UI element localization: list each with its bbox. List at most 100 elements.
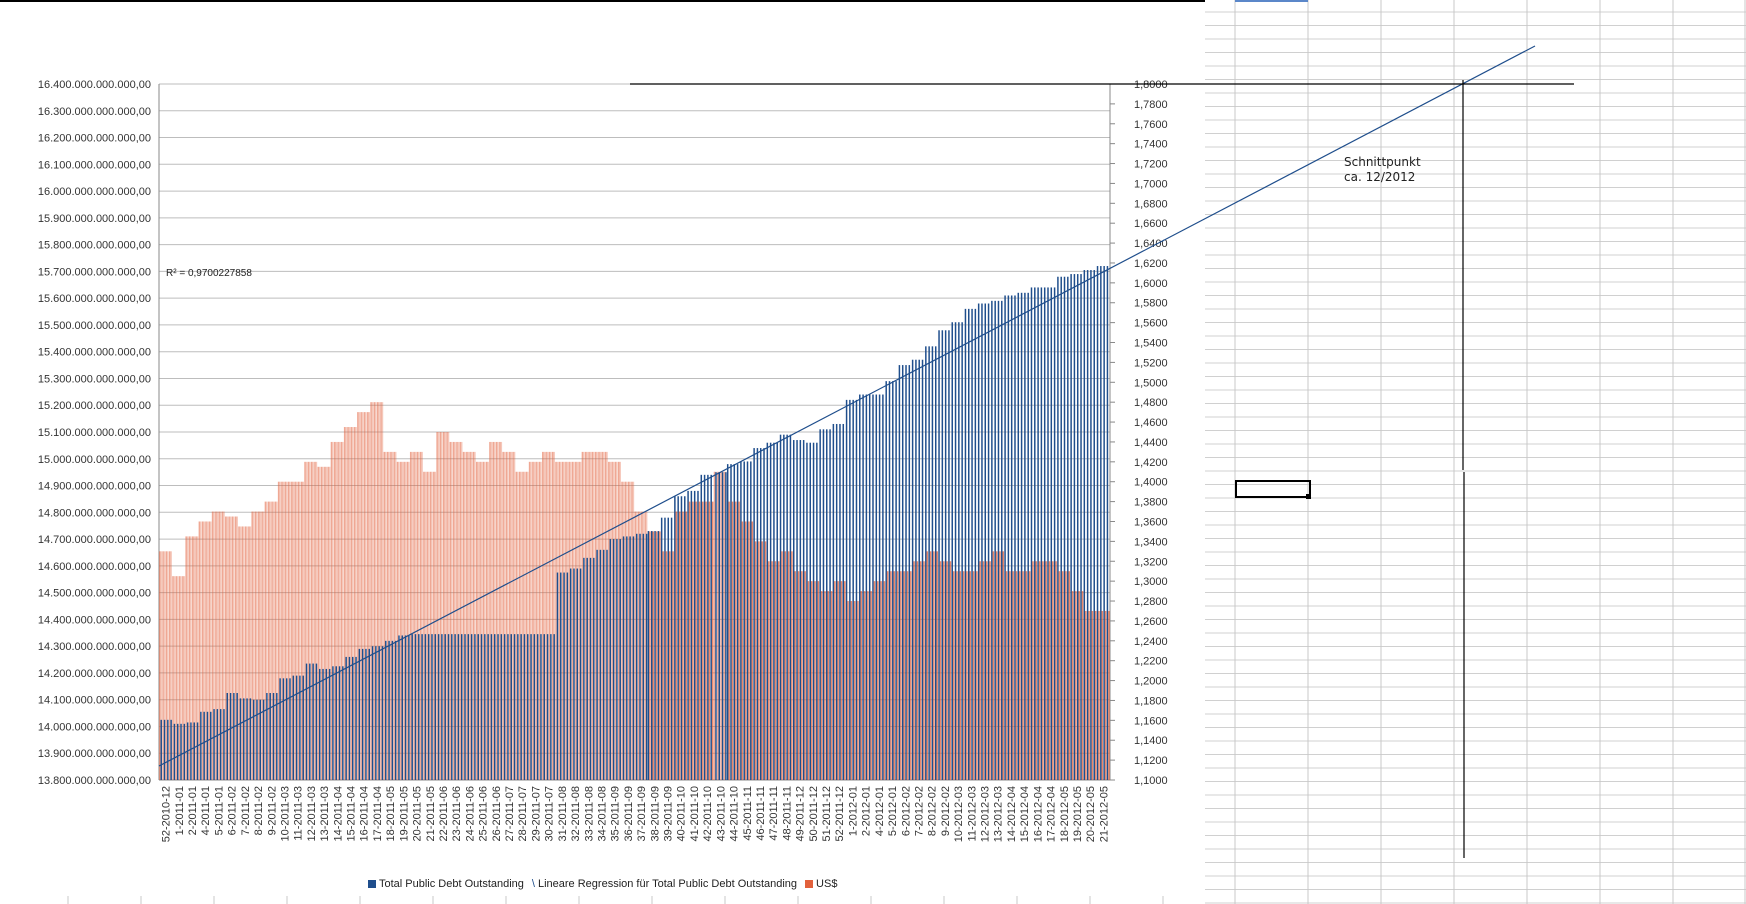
usd-bar xyxy=(456,441,458,780)
right-axis-tick-label: 1,6400 xyxy=(1134,238,1168,250)
x-axis-tick-label: 48-2011-11 xyxy=(781,786,793,841)
usd-bar xyxy=(370,402,372,780)
debt-bar xyxy=(938,330,940,780)
usd-bar xyxy=(201,521,204,780)
debt-bar xyxy=(670,517,673,780)
annotation-line-1: Schnittpunkt xyxy=(1344,155,1421,169)
debt-bar xyxy=(925,346,927,780)
debt-bar xyxy=(715,472,717,780)
usd-bar xyxy=(192,536,194,780)
left-axis-tick-label: 14.400.000.000.000,00 xyxy=(38,614,151,626)
usd-bar xyxy=(810,581,813,780)
debt-bar xyxy=(292,675,295,780)
usd-bar xyxy=(791,551,793,780)
debt-bar xyxy=(700,474,703,780)
usd-bar xyxy=(617,461,620,780)
left-axis-tick-label: 14.000.000.000.000,00 xyxy=(38,721,151,733)
usd-bar xyxy=(748,521,750,780)
debt-bar xyxy=(736,464,739,780)
debt-bar xyxy=(763,448,765,780)
debt-bar xyxy=(984,303,987,780)
usd-bar-upper xyxy=(176,576,179,724)
x-axis-tick-label: 22-2011-06 xyxy=(438,786,450,841)
x-axis-tick-label: 47-2011-11 xyxy=(768,786,780,841)
debt-bar xyxy=(898,365,901,780)
usd-bar xyxy=(624,481,627,780)
debt-bar xyxy=(721,472,724,780)
usd-bar-upper xyxy=(276,501,278,693)
usd-bar xyxy=(751,521,754,780)
usd-bar xyxy=(741,521,744,780)
debt-bar xyxy=(1037,287,1039,780)
selected-cell[interactable] xyxy=(1235,480,1311,498)
usd-bar xyxy=(591,451,594,780)
debt-bar xyxy=(474,634,476,780)
usd-bar xyxy=(393,451,395,780)
left-axis-tick-label: 13.900.000.000.000,00 xyxy=(38,748,151,760)
debt-bar xyxy=(859,394,861,780)
usd-bar xyxy=(588,451,590,780)
usd-bar-upper xyxy=(500,441,503,635)
usd-bar-upper xyxy=(236,516,238,693)
fill-handle[interactable] xyxy=(1306,494,1311,499)
regression-legend-swatch: \ xyxy=(531,878,535,891)
usd-bar-upper xyxy=(355,427,357,657)
left-axis-tick-label: 15.900.000.000.000,00 xyxy=(38,213,151,225)
usd-bar-upper xyxy=(173,576,176,724)
usd-bar-upper xyxy=(289,481,291,679)
usd-bar xyxy=(452,441,455,780)
debt-bar xyxy=(391,640,394,780)
left-axis-tick-label: 16.300.000.000.000,00 xyxy=(38,106,151,118)
intersection-annotation: Schnittpunkt ca. 12/2012 xyxy=(1344,155,1421,185)
x-axis-tick-label: 5-2011-01 xyxy=(213,786,225,835)
debt-bar xyxy=(740,461,742,780)
usd-bar-upper xyxy=(609,461,612,540)
debt-legend-label: Total Public Debt Outstanding xyxy=(379,878,524,891)
x-axis-tick-label: 29-2011-07 xyxy=(530,786,542,841)
usd-bar-upper xyxy=(632,481,635,537)
usd-bar xyxy=(515,471,518,780)
right-axis-tick-label: 1,6600 xyxy=(1134,218,1168,230)
right-axis-tick-label: 1,6200 xyxy=(1134,258,1168,270)
left-axis-tick-label: 14.300.000.000.000,00 xyxy=(38,641,151,653)
usd-bar xyxy=(400,461,402,780)
usd-bar-upper xyxy=(203,521,205,712)
debt-bar xyxy=(806,442,808,780)
debt-bar xyxy=(626,536,628,780)
spreadsheet-grid[interactable] xyxy=(1205,0,1746,904)
debt-bar xyxy=(664,517,666,780)
debt-bar xyxy=(368,648,371,780)
usd-bar xyxy=(847,601,849,780)
debt-bar xyxy=(1083,270,1086,780)
usd-bar xyxy=(571,461,574,780)
usd-bar-upper xyxy=(629,481,631,537)
usd-bar xyxy=(274,501,277,780)
x-axis-tick-label: 16-2012-04 xyxy=(1032,786,1044,842)
right-axis-tick-label: 1,4600 xyxy=(1134,417,1168,429)
debt-bar xyxy=(1057,276,1059,780)
right-axis-tick-label: 1,5200 xyxy=(1134,357,1168,369)
usd-bar xyxy=(939,561,942,780)
usd-bar-upper xyxy=(318,466,321,669)
usd-bar xyxy=(198,521,201,780)
debt-bar xyxy=(612,539,615,780)
usd-bar xyxy=(1094,610,1097,780)
usd-bar xyxy=(489,441,491,780)
debt-bar xyxy=(855,399,858,780)
debt-bar xyxy=(560,572,562,780)
left-axis-tick-label: 14.100.000.000.000,00 xyxy=(38,695,151,707)
x-axis-tick-label: 14-2012-04 xyxy=(1006,786,1018,842)
usd-bar xyxy=(442,432,445,780)
usd-bar xyxy=(578,461,580,780)
right-axis-tick-label: 1,2000 xyxy=(1134,676,1168,688)
left-axis-tick-label: 15.500.000.000.000,00 xyxy=(38,320,151,332)
usd-bar xyxy=(880,581,882,780)
usd-bar xyxy=(1009,571,1011,780)
usd-bar xyxy=(182,576,184,780)
usd-bar xyxy=(735,501,737,780)
debt-bar xyxy=(546,634,549,780)
usd-bar xyxy=(1015,571,1018,780)
usd-bar xyxy=(254,511,257,780)
x-axis-tick-label: 6-2012-02 xyxy=(900,786,912,836)
